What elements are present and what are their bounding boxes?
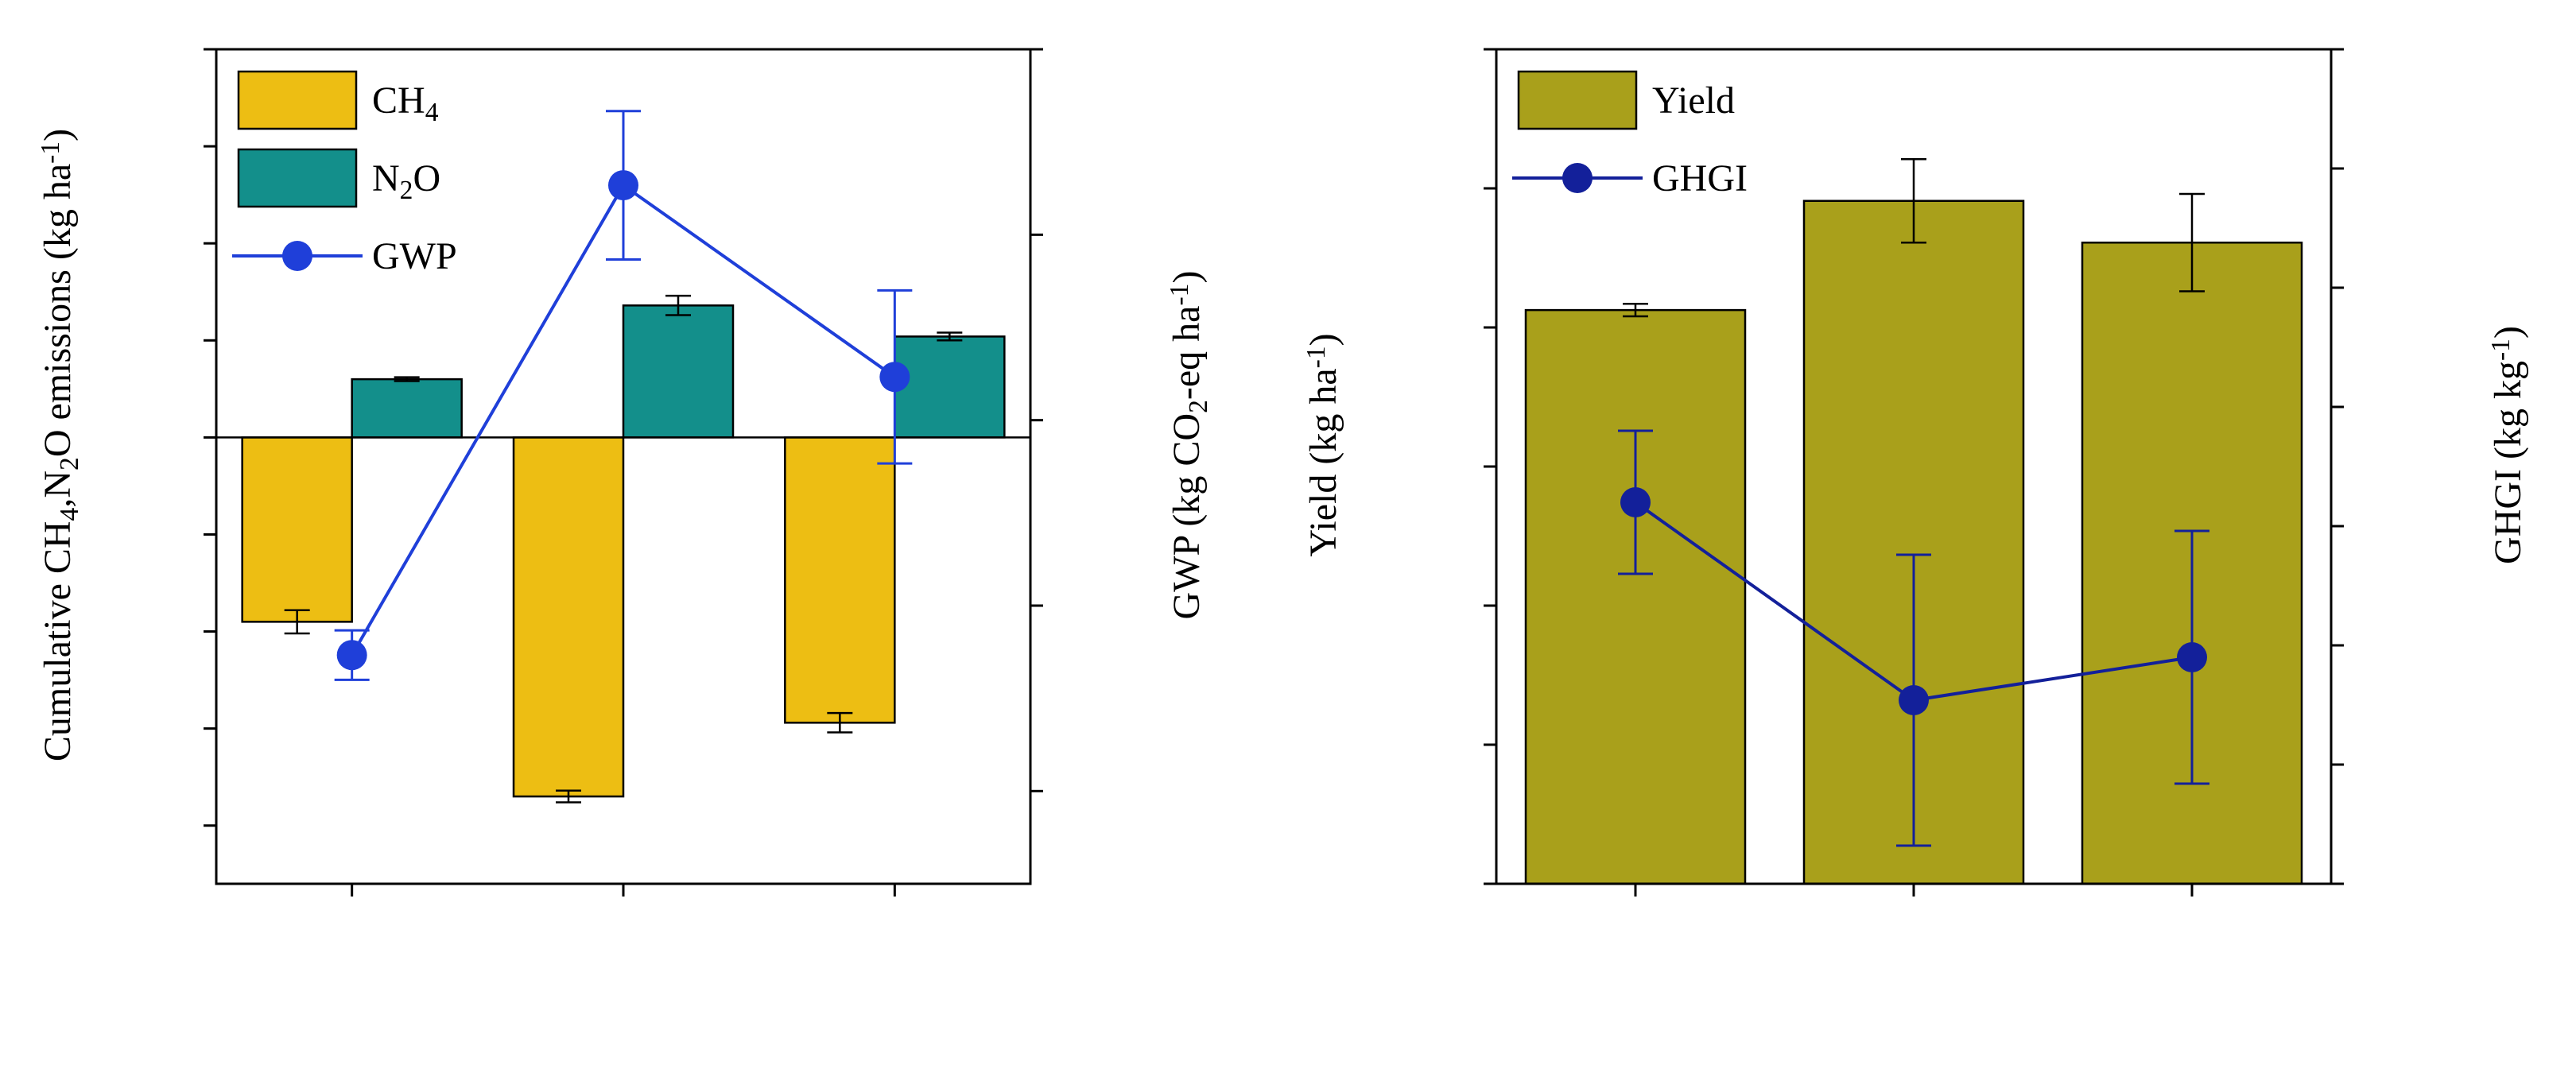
y-right-axis-title-part: GWP (kg CO [1166,413,1208,620]
y-left-axis-title-part: O emissions (kg ha [37,164,79,457]
bar-ch4-ck [241,436,353,623]
y-left-axis-title-part: -1 [36,141,65,164]
bar-ch4-bm [784,436,896,724]
legend-marker-gwp [282,241,312,271]
y-left-axis-title: Yield (kg ha-1) [1302,333,1344,556]
legend-label-ghgi-part: GHGI [1652,157,1748,199]
legend-label-yield-part: Yield [1652,79,1735,122]
y-right-axis-title-part: -1 [2486,339,2516,361]
y-right-axis-title-part: GHGI (kg kg [2487,361,2529,564]
legend-label-yield: Yield [1652,79,1735,122]
bar-ch4-pm [512,436,625,798]
legend-label-ch4-part: 4 [425,98,439,127]
y-right-axis-title-part: -1 [1165,284,1194,306]
bar-n2o-pm [622,304,735,439]
legend-label-ghgi: GHGI [1652,157,1748,199]
y-right-axis-title: GHGI (kg kg-1) [2486,326,2529,564]
panel-a-emissions-chart: Cumulative CH4,N2O emissions (kg ha-1)GW… [36,48,1213,897]
y-left-axis-title-part: Cumulative CH [37,521,79,761]
y-right-axis-title-part: 2 [1184,400,1213,413]
legend-marker-ghgi [1562,163,1593,193]
y-left-axis-title-part: 2 [55,457,84,471]
bar-yield-ck [1524,308,1747,885]
legend-swatch-n2o [237,148,358,208]
legend-label-n2o-part: 2 [400,176,413,205]
legend-swatch-yield [1517,70,1638,130]
legend-label-ch4: CH4 [372,79,439,127]
legend-label-ch4-part: CH [372,79,425,122]
y-right-axis-title-part: -eq ha [1166,306,1208,401]
bar-n2o-bm [894,335,1006,439]
y-right-axis-title-part: ) [2487,326,2529,339]
point-ghgi-bm [2177,642,2207,672]
y-left-axis-title-part: Yield (kg ha [1302,368,1344,556]
legend-label-gwp-part: GWP [372,235,457,277]
y-left-axis-title-part: ,N [37,471,79,508]
point-gwp-pm [608,170,638,201]
point-ghgi-ck [1620,487,1651,517]
point-ghgi-pm [1899,685,1929,715]
legend-label-n2o-part: O [413,157,440,199]
y-right-axis-title: GWP (kg CO2-eq ha-1) [1165,271,1212,620]
y-left-axis-title-part: ) [1302,333,1344,346]
legend-label-n2o: N2O [372,157,440,205]
y-left-axis-title-part: -1 [1302,346,1331,368]
point-gwp-ck [336,640,367,671]
legend-swatch-ch4 [237,70,358,130]
legend-label-n2o-part: N [372,157,400,199]
y-left-axis-title-part: 4 [55,507,84,521]
point-gwp-bm [879,362,910,393]
y-left-axis-title-part: ) [37,129,79,141]
legend-label-gwp: GWP [372,235,457,277]
y-right-axis-title-part: ) [1166,271,1208,284]
bar-n2o-ck [351,378,463,439]
y-left-axis-title: Cumulative CH4,N2O emissions (kg ha-1) [36,129,83,761]
